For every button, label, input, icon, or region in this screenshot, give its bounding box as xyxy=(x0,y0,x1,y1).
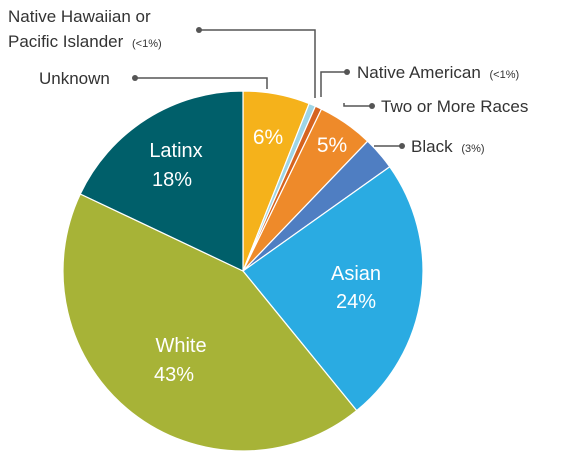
legend-unknown: Unknown xyxy=(39,69,110,88)
legend-black: Black (3%) xyxy=(411,137,485,156)
callout-native-american-line xyxy=(320,71,347,97)
legend-black-note: (3%) xyxy=(461,143,484,155)
callout-native-hawaiian-line xyxy=(199,29,316,98)
callout-black-dot xyxy=(399,143,405,149)
slice-label-white: White xyxy=(155,335,206,357)
legend-black-label: Black xyxy=(411,137,453,156)
callout-two-or-more-dot xyxy=(369,103,375,109)
legend-native-american-note: (<1%) xyxy=(490,69,520,81)
pie-slice-asian xyxy=(242,165,424,412)
legend-native-hawaiian-line2: Pacific Islander (<1%) xyxy=(8,32,162,51)
callout-unknown-line xyxy=(135,77,268,89)
callout-native-hawaiian-dot xyxy=(196,27,202,33)
legend-two-or-more: Two or More Races xyxy=(381,97,528,116)
slice-label-asian-value: 24% xyxy=(336,291,376,313)
inside-labels: 6% 5% Asian 24% White 43% Latinx 18% xyxy=(149,126,381,386)
legend-native-hawaiian-line1: Native Hawaiian or xyxy=(8,7,151,26)
slice-label-white-value: 43% xyxy=(154,364,194,386)
slice-label-two-or-more-value: 5% xyxy=(317,134,347,157)
slice-label-asian: Asian xyxy=(331,263,381,285)
legend-native-american-label: Native American xyxy=(357,63,481,82)
callout-unknown-dot xyxy=(132,75,138,81)
pie-slice-white xyxy=(62,193,358,452)
slice-label-latinx-value: 18% xyxy=(152,169,192,191)
legend-native-hawaiian-label: Pacific Islander xyxy=(8,32,124,51)
callout-native-american-dot xyxy=(344,69,350,75)
callout-two-or-more-line xyxy=(343,103,372,107)
pie-slice-latinx xyxy=(79,90,244,272)
legend-native-hawaiian-note: (<1%) xyxy=(132,38,162,50)
slice-label-unknown-value: 6% xyxy=(253,126,283,149)
outside-labels: Native Hawaiian or Pacific Islander (<1%… xyxy=(8,7,528,156)
pie-slices xyxy=(62,90,424,452)
slice-label-latinx: Latinx xyxy=(149,140,202,162)
legend-native-american: Native American (<1%) xyxy=(357,63,519,82)
pie-callouts xyxy=(132,27,405,149)
